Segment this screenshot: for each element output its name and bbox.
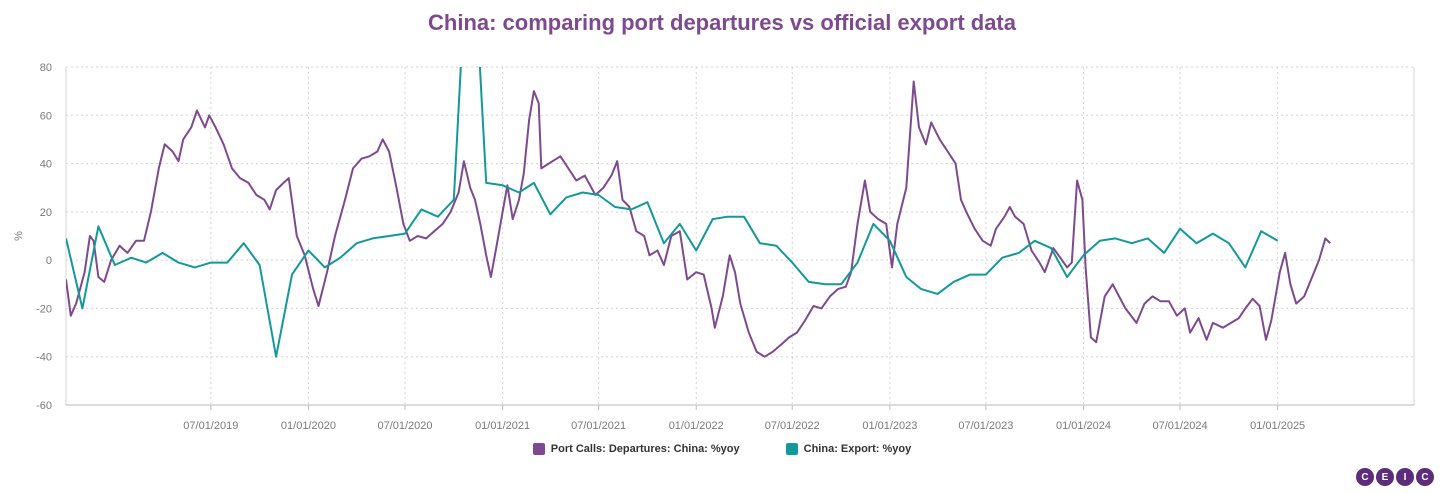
logo-letter: C [1416,468,1434,486]
x-tick-label: 01/01/2022 [669,420,724,432]
y-tick-label: 20 [40,207,52,219]
legend-item-export[interactable]: China: Export: %yoy [785,443,912,455]
x-tick-label: 07/01/2022 [765,420,820,432]
logo-letter: I [1396,468,1414,486]
port-calls-line [66,80,1331,358]
x-tick-label: 07/01/2023 [958,420,1013,432]
y-tick-label: -40 [36,352,52,364]
legend-swatch-port-calls [532,443,545,455]
x-tick-label: 07/01/2024 [1153,420,1208,432]
y-axis-label: % [13,231,25,241]
x-tick-label: 01/01/2024 [1056,420,1111,432]
legend: Port Calls: Departures: China: %yoy Chin… [0,443,1444,455]
x-tick-label: 01/01/2021 [475,420,530,432]
legend-item-port-calls[interactable]: Port Calls: Departures: China: %yoy [532,443,740,455]
y-tick-label: -20 [36,303,52,315]
y-tick-label: 60 [40,110,52,122]
x-tick-label: 07/01/2020 [377,420,432,432]
legend-label-port-calls: Port Calls: Departures: China: %yoy [550,443,740,455]
y-tick-label: 0 [46,255,52,267]
chart-title: China: comparing port departures vs offi… [428,10,1016,35]
y-tick-label: -60 [36,400,52,412]
legend-swatch-export [785,443,798,455]
x-tick-label: 07/01/2019 [183,420,238,432]
x-tick-label: 01/01/2023 [862,420,917,432]
y-tick-label: 40 [40,159,52,171]
x-tick-label: 01/01/2025 [1250,420,1305,432]
x-tick-label: 01/01/2020 [281,420,336,432]
legend-label-export: China: Export: %yoy [803,443,912,455]
x-tick-label: 07/01/2021 [571,420,626,432]
logo-letter: C [1356,468,1374,486]
y-tick-label: 80 [40,62,52,74]
logo-letter: E [1376,468,1394,486]
ceic-logo: C E I C [1356,468,1434,486]
export-line [66,67,1279,358]
